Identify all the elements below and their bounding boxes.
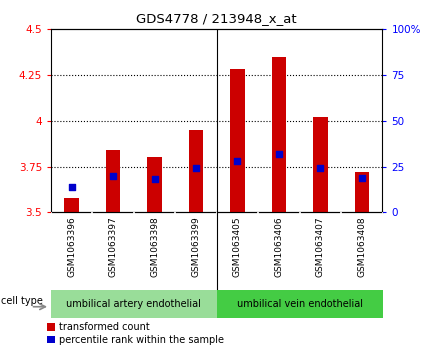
Bar bbox=[106, 150, 120, 212]
Bar bbox=[147, 158, 162, 212]
Bar bbox=[65, 198, 79, 212]
Point bbox=[358, 175, 365, 180]
Text: GSM1063407: GSM1063407 bbox=[316, 216, 325, 277]
Bar bbox=[51, 290, 217, 318]
Text: GSM1063397: GSM1063397 bbox=[109, 216, 118, 277]
Text: GSM1063396: GSM1063396 bbox=[67, 216, 76, 277]
Point bbox=[151, 176, 158, 182]
Bar bbox=[354, 172, 369, 212]
Point bbox=[110, 173, 116, 179]
Text: umbilical artery endothelial: umbilical artery endothelial bbox=[66, 299, 201, 309]
Point bbox=[317, 166, 324, 171]
Text: umbilical vein endothelial: umbilical vein endothelial bbox=[237, 299, 363, 309]
Legend: transformed count, percentile rank within the sample: transformed count, percentile rank withi… bbox=[47, 322, 224, 345]
Bar bbox=[230, 69, 245, 212]
Point bbox=[275, 151, 282, 156]
Bar bbox=[313, 117, 328, 212]
Text: GSM1063406: GSM1063406 bbox=[275, 216, 283, 277]
Text: GSM1063399: GSM1063399 bbox=[192, 216, 201, 277]
Point bbox=[193, 166, 199, 171]
Text: GSM1063405: GSM1063405 bbox=[233, 216, 242, 277]
Bar bbox=[189, 130, 203, 212]
Text: cell type: cell type bbox=[1, 296, 43, 306]
Point bbox=[68, 184, 75, 189]
Point bbox=[234, 158, 241, 164]
Bar bbox=[272, 57, 286, 212]
Title: GDS4778 / 213948_x_at: GDS4778 / 213948_x_at bbox=[136, 12, 297, 25]
Bar bbox=[217, 290, 382, 318]
Text: GSM1063408: GSM1063408 bbox=[357, 216, 366, 277]
Text: GSM1063398: GSM1063398 bbox=[150, 216, 159, 277]
